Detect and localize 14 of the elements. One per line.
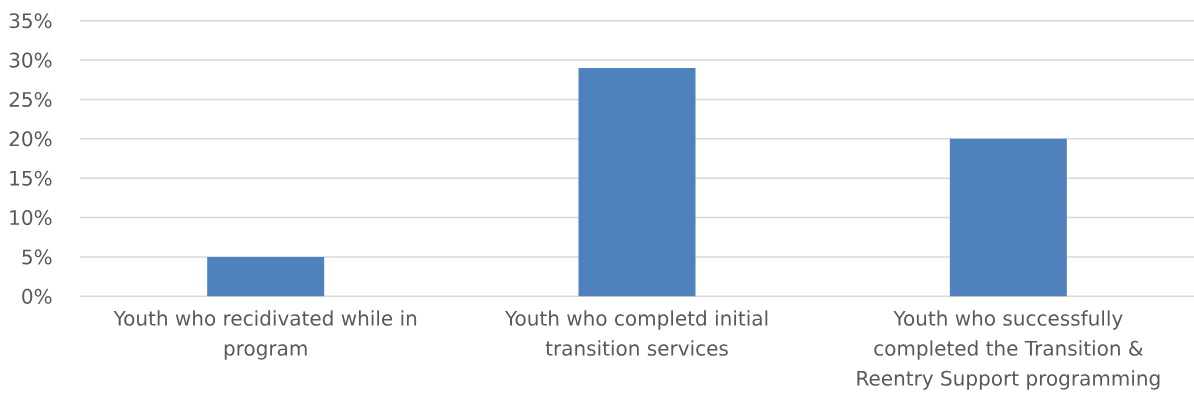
x-tick-label: Youth who completd initial transition services (504, 310, 768, 356)
x-tick-label: Youth who recidivated while in program (113, 310, 417, 360)
y-tick-label: 5% (22, 249, 52, 265)
y-tick-label: 35% (9, 13, 52, 29)
bar (578, 67, 696, 297)
bar (949, 138, 1067, 297)
x-tick-label: Youth who successfully completed the Transition & Reentry Support programming (857, 310, 1160, 390)
y-tick-label: 10% (10, 210, 52, 226)
y-tick-label: 0% (22, 288, 52, 304)
y-tick-label: 25% (9, 91, 52, 108)
bar (207, 256, 325, 297)
y-tick-label: 30% (9, 52, 52, 68)
y-tick-label: 20% (9, 131, 52, 147)
y-tick-label: 15% (10, 170, 52, 186)
